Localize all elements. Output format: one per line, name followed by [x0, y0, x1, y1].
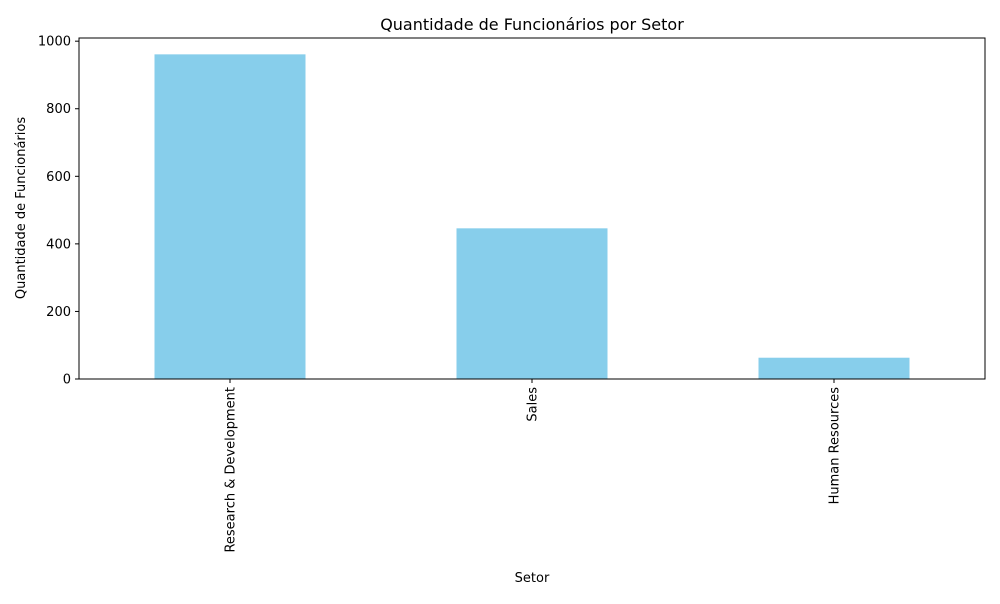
x-axis-label: Setor — [515, 571, 550, 586]
y-tick-label: 0 — [63, 373, 71, 388]
x-tick-label: Research & Development — [224, 387, 239, 553]
y-axis-label: Quantidade de Funcionários — [14, 117, 29, 299]
bar-human-resources — [758, 357, 910, 379]
y-tick-label: 200 — [46, 305, 71, 320]
y-axis: 0 200 400 600 800 1000 — [38, 35, 79, 388]
bars-layer — [154, 54, 910, 379]
bar-research-development — [154, 54, 306, 379]
chart-title: Quantidade de Funcionários por Setor — [380, 15, 684, 34]
y-tick-label: 800 — [46, 102, 71, 117]
bar-sales — [456, 228, 608, 379]
y-tick-label: 1000 — [38, 35, 71, 50]
y-tick-label: 400 — [46, 237, 71, 252]
y-tick-label: 600 — [46, 170, 71, 185]
plot-frame — [78, 37, 986, 380]
x-tick-label: Human Resources — [828, 387, 843, 505]
x-axis: Research & Development Sales Human Resourc… — [224, 379, 843, 553]
x-tick-label: Sales — [526, 387, 541, 422]
